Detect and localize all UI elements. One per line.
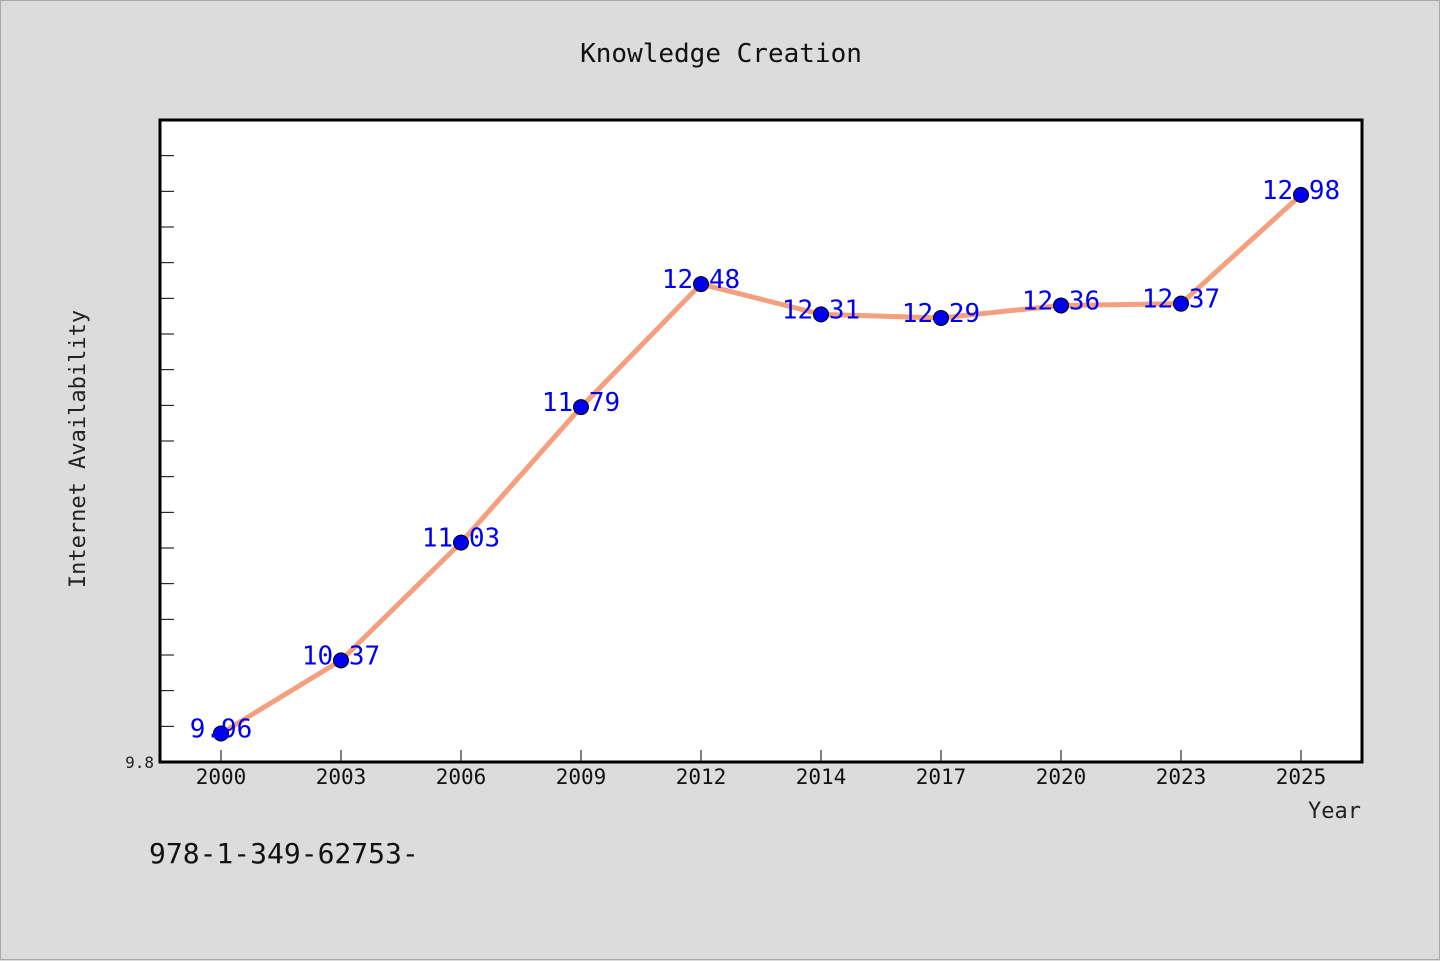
y-axis-tick-labels: 9.8 (125, 753, 154, 772)
data-point (1173, 295, 1189, 312)
x-tick-label: 2014 (796, 765, 847, 789)
x-tick-label: 2012 (676, 765, 727, 789)
footnote-isbn: 978-1-349-62753- (149, 837, 419, 870)
data-label: 11.03 (422, 524, 500, 554)
series-line (218, 192, 1304, 736)
data-label: 12.31 (782, 295, 860, 325)
x-tick-label: 2017 (916, 765, 967, 789)
data-point (333, 652, 349, 669)
x-tick-label: 2023 (1156, 765, 1207, 789)
data-label: 12.98 (1262, 176, 1340, 206)
x-tick-label: 2000 (196, 765, 247, 789)
chart-title: Knowledge Creation (580, 39, 862, 69)
marker-layer (213, 186, 1309, 742)
data-point (453, 534, 469, 551)
data-label: 11.79 (542, 388, 620, 418)
x-tick-label: 2006 (436, 765, 487, 789)
data-label: 9.96 (190, 714, 253, 744)
data-label: 10.37 (302, 641, 380, 671)
x-tick-label: 2025 (1276, 765, 1327, 789)
data-point (1293, 186, 1309, 203)
series-layer (218, 192, 1304, 736)
data-label-layer: 9.96 10.37 11.03 11.79 12.48 12.31 12.29 12.36 1… (190, 176, 1340, 745)
x-axis-tick-labels: 2000 2003 2006 2009 2012 2014 2017 2020 2023 2025 (196, 765, 1327, 789)
data-label: 12.36 (1022, 286, 1100, 316)
x-tick-label: 2020 (1036, 765, 1087, 789)
data-point (213, 725, 229, 742)
data-point (813, 306, 829, 323)
data-label: 12.29 (902, 299, 980, 329)
y-tick-label: 9.8 (125, 753, 154, 772)
data-point (693, 276, 709, 293)
plot-area (158, 118, 1364, 764)
data-label: 12.48 (662, 265, 740, 295)
data-point (573, 399, 589, 416)
data-point (1053, 297, 1069, 314)
x-tick-label: 2009 (556, 765, 607, 789)
y-axis-label: Internet Availability (66, 310, 91, 588)
y-axis-ticks (160, 155, 174, 727)
x-axis-ticks (220, 750, 1302, 762)
data-point (933, 309, 949, 326)
x-tick-label: 2003 (316, 765, 367, 789)
data-label: 12.37 (1142, 285, 1220, 315)
x-axis-label: Year (1308, 799, 1361, 824)
